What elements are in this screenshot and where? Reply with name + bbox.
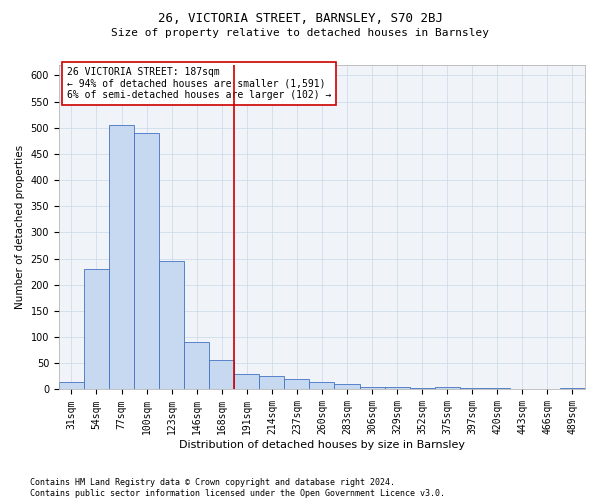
Bar [209,360,234,390]
Y-axis label: Number of detached properties: Number of detached properties [15,145,25,310]
Bar [485,388,510,390]
Bar [109,125,134,390]
Bar [234,374,259,390]
Bar [259,376,284,390]
Bar [410,388,434,390]
Bar [310,382,334,390]
Text: 26 VICTORIA STREET: 187sqm
← 94% of detached houses are smaller (1,591)
6% of se: 26 VICTORIA STREET: 187sqm ← 94% of deta… [67,66,331,100]
Text: Size of property relative to detached houses in Barnsley: Size of property relative to detached ho… [111,28,489,38]
Text: Contains HM Land Registry data © Crown copyright and database right 2024.
Contai: Contains HM Land Registry data © Crown c… [30,478,445,498]
Bar [385,387,410,390]
Bar [535,389,560,390]
Bar [134,133,159,390]
X-axis label: Distribution of detached houses by size in Barnsley: Distribution of detached houses by size … [179,440,465,450]
Bar [284,379,310,390]
Bar [59,382,84,390]
Bar [159,262,184,390]
Bar [460,388,485,390]
Bar [560,388,585,390]
Bar [84,269,109,390]
Bar [510,389,535,390]
Bar [434,387,460,390]
Text: 26, VICTORIA STREET, BARNSLEY, S70 2BJ: 26, VICTORIA STREET, BARNSLEY, S70 2BJ [157,12,443,26]
Bar [334,384,359,390]
Bar [184,342,209,390]
Bar [359,387,385,390]
